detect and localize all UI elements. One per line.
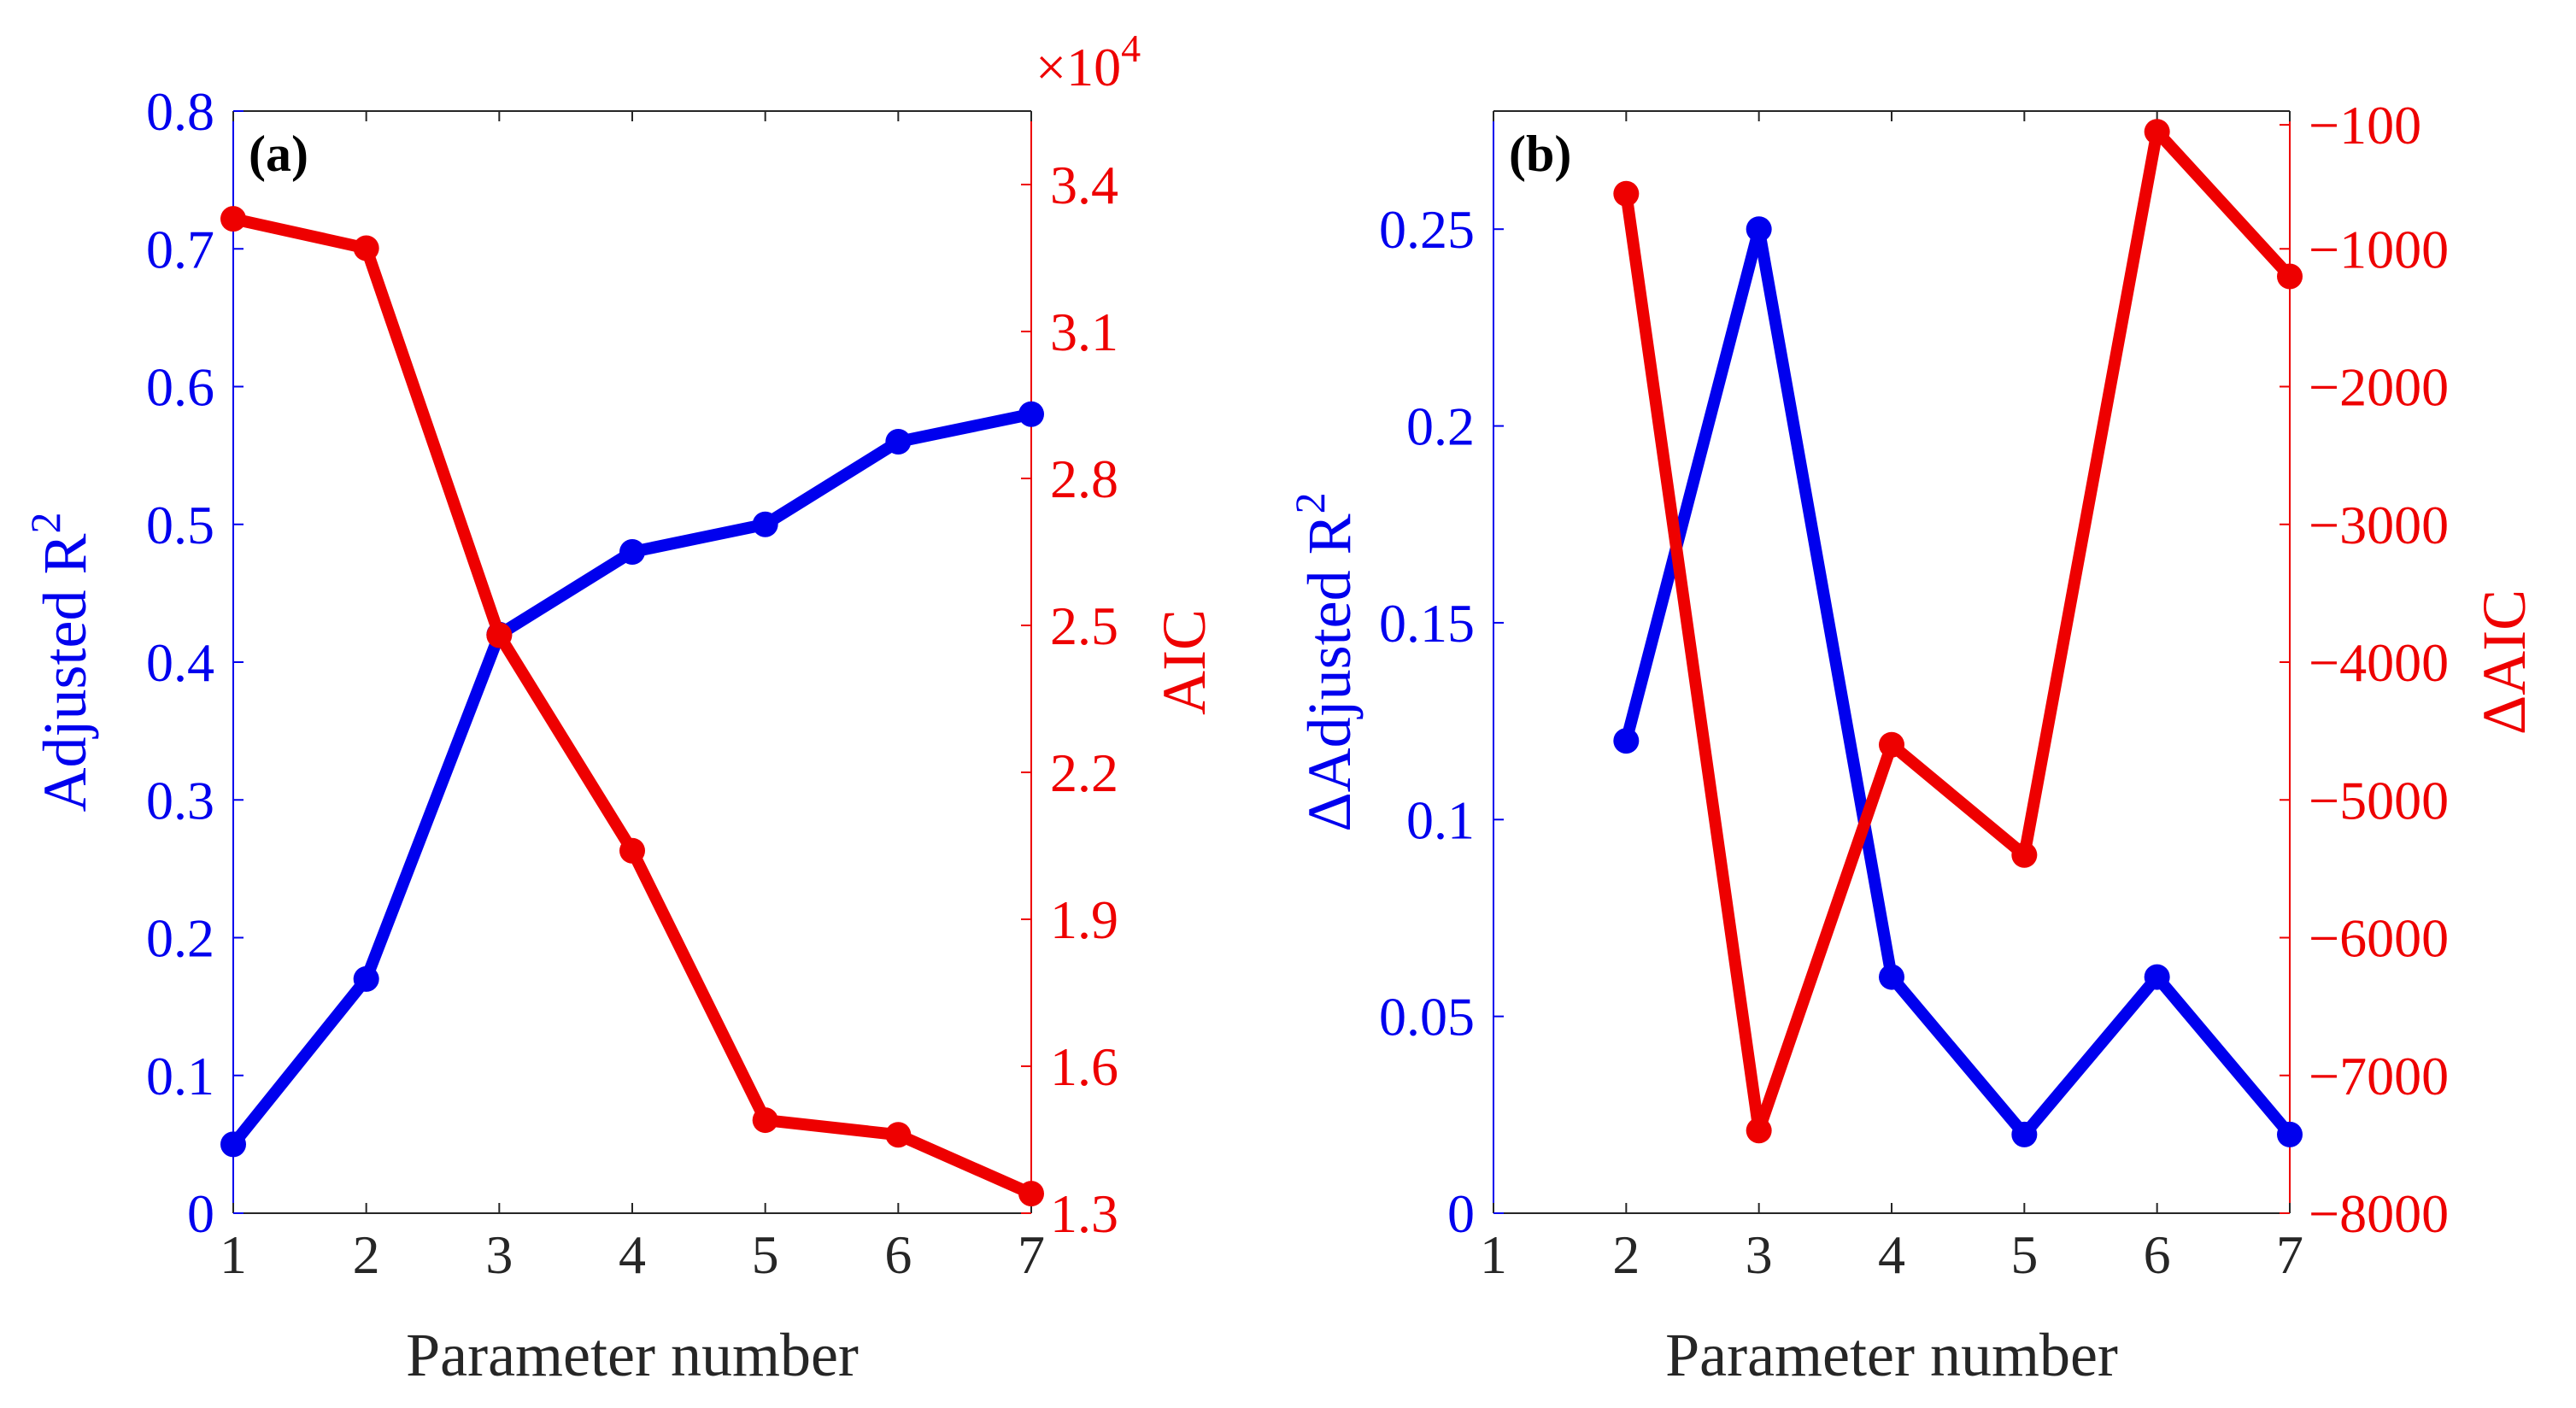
x-tick-label: 6 [2144, 1224, 2171, 1285]
data-point [1746, 1118, 1772, 1144]
left-tick-label: 0 [187, 1183, 214, 1244]
data-point [353, 965, 379, 992]
right-tick-label: 3.1 [1050, 302, 1118, 362]
data-point [2144, 964, 2170, 990]
data-point [885, 429, 912, 455]
data-point [2144, 119, 2170, 145]
x-tick-label: 2 [353, 1224, 380, 1285]
x-tick-label: 5 [2010, 1224, 2038, 1285]
right-tick-label: −8000 [2309, 1183, 2449, 1244]
right-tick-label: 2.8 [1050, 449, 1118, 509]
x-tick-label: 3 [485, 1224, 513, 1285]
left-tick-label: 0.7 [146, 219, 214, 279]
data-point [2011, 1121, 2038, 1147]
x-tick-label: 2 [1612, 1224, 1640, 1285]
left-axis-label: ΔAdjusted R2 [1286, 492, 1364, 831]
x-tick-label: 6 [884, 1224, 912, 1285]
data-point [1746, 216, 1772, 243]
left-axis-label-sup: 2 [21, 512, 69, 533]
data-point [885, 1122, 912, 1148]
right-tick-label: −100 [2309, 95, 2421, 155]
left-axis-label-sup: 2 [1286, 492, 1334, 513]
x-axis-label: Parameter number [1665, 1321, 2118, 1389]
multiplier-exp: 4 [1121, 26, 1141, 70]
x-tick-label: 1 [220, 1224, 247, 1285]
right-axis-multiplier: ×104 [1036, 26, 1141, 97]
data-point [353, 235, 379, 261]
data-point [1613, 728, 1640, 754]
data-point [1613, 180, 1640, 207]
data-point [1018, 1181, 1044, 1207]
left-tick-label: 0.3 [146, 770, 214, 830]
data-point [2011, 842, 2038, 868]
left-tick-label: 0.25 [1379, 199, 1475, 260]
series-line [1620, 223, 2295, 1141]
right-tick-label: −5000 [2309, 770, 2449, 830]
x-tick-label: 7 [2276, 1224, 2303, 1285]
left-axis-label-main: Adjusted R [31, 533, 99, 812]
multiplier-base: ×10 [1036, 37, 1121, 97]
left-tick-label: 0.6 [146, 357, 214, 418]
left-tick-label: 0.1 [146, 1046, 214, 1106]
right-tick-label: −1000 [2309, 219, 2449, 279]
data-point [619, 837, 645, 864]
panel-label: (b) [1509, 126, 1571, 182]
left-tick-label: 0.05 [1379, 987, 1475, 1047]
x-tick-label: 5 [752, 1224, 779, 1285]
right-tick-label: −6000 [2309, 908, 2449, 969]
data-point [619, 539, 645, 565]
right-tick-label: 3.4 [1050, 155, 1118, 215]
right-axis-label: AIC [1150, 609, 1218, 715]
x-tick-label: 3 [1746, 1224, 1773, 1285]
series-line [1620, 126, 2295, 1137]
right-tick-label: 1.9 [1050, 889, 1118, 950]
series-red [220, 206, 1044, 1207]
left-tick-label: 0.5 [146, 495, 214, 555]
left-tick-label: 0 [1447, 1183, 1475, 1244]
data-point [2277, 263, 2303, 290]
data-point [220, 1131, 246, 1158]
series-line [232, 213, 1034, 1200]
right-tick-label: 1.6 [1050, 1036, 1118, 1097]
panel-a: 1 2 3 4 5 6 7 Parameter number 0 0.1 0.2 0.3 0.4 0.5 0… [21, 26, 1218, 1389]
right-tick-label: −3000 [2309, 495, 2449, 555]
series-blue [220, 401, 1044, 1158]
data-point [752, 511, 778, 537]
data-point [1879, 964, 1904, 990]
x-axis-label: Parameter number [406, 1321, 859, 1389]
series-red [1613, 119, 2303, 1144]
right-tick-label: −4000 [2309, 632, 2449, 693]
left-tick-label: 0.4 [146, 632, 214, 693]
panel-b: 1 2 3 4 5 6 7 Parameter number 0 0.05 0.1 0.15 0.2 0.… [1286, 95, 2538, 1389]
data-point [1879, 731, 1904, 758]
left-tick-label: 0.8 [146, 81, 214, 142]
data-point [220, 206, 246, 232]
left-axis-label-main: ΔAdjusted R [1295, 513, 1364, 831]
right-tick-label: −2000 [2309, 357, 2449, 418]
left-tick-label: 0.1 [1406, 789, 1475, 850]
left-tick-label: 0.2 [146, 908, 214, 969]
x-tick-label: 1 [1480, 1224, 1507, 1285]
right-tick-label: 2.5 [1050, 595, 1118, 656]
x-tick-label: 4 [619, 1224, 646, 1285]
left-tick-label: 0.15 [1379, 593, 1475, 654]
series-blue [1613, 216, 2303, 1147]
right-tick-label: 1.3 [1050, 1183, 1118, 1244]
panel-label: (a) [249, 126, 308, 182]
x-tick-label: 4 [1878, 1224, 1905, 1285]
left-tick-label: 0.2 [1406, 396, 1475, 457]
data-point [752, 1107, 778, 1134]
data-point [2277, 1121, 2303, 1147]
series-line [228, 408, 1033, 1148]
data-point [486, 622, 513, 648]
data-point [1018, 401, 1044, 427]
right-tick-label: −7000 [2309, 1046, 2449, 1106]
right-axis-label: ΔAIC [2470, 590, 2538, 735]
x-tick-label: 7 [1018, 1224, 1045, 1285]
right-tick-label: 2.2 [1050, 742, 1118, 803]
left-axis-label: Adjusted R2 [21, 512, 99, 812]
